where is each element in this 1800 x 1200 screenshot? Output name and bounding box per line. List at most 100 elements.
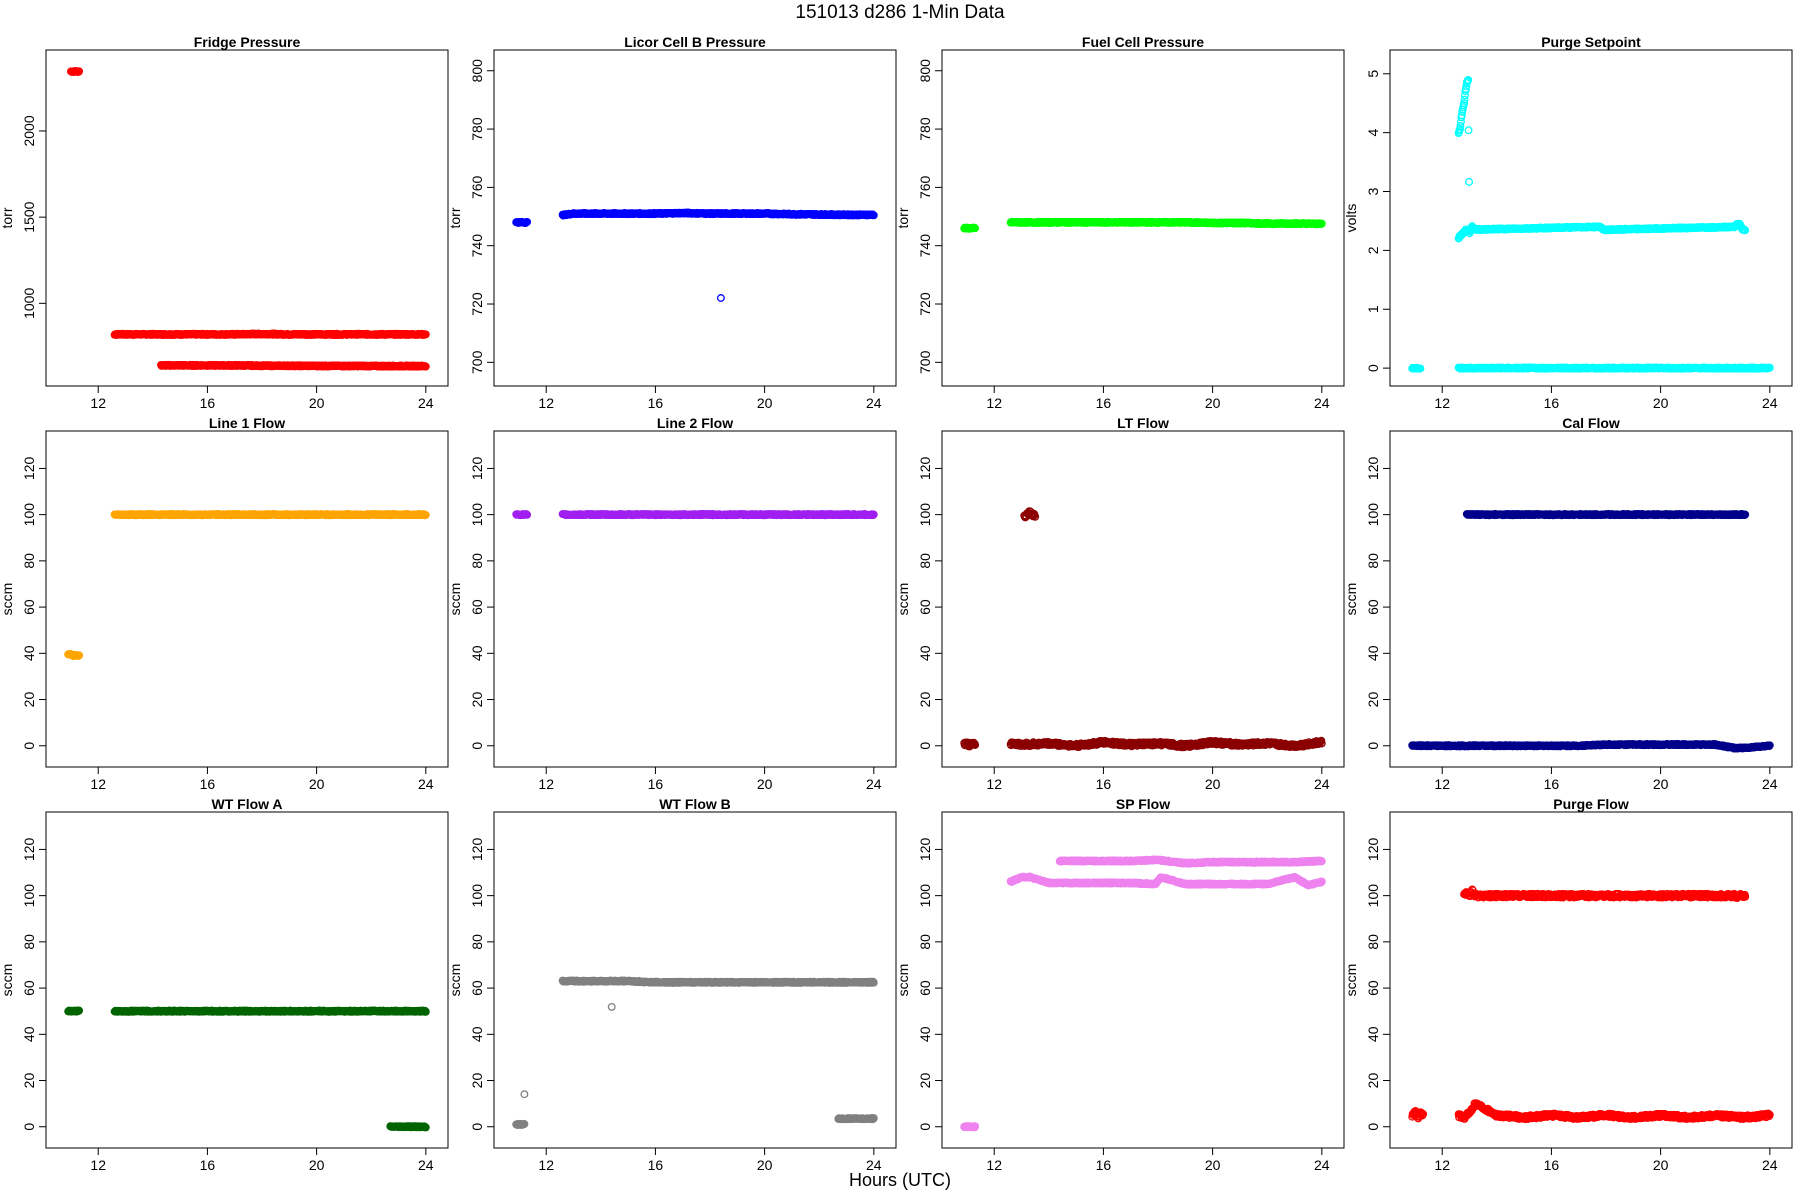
y-axis-label: sccm [0,583,15,616]
data-point [421,362,430,371]
plot-frame [493,430,897,768]
y-tick-label: 760 [469,175,485,199]
x-tick-label: 16 [1096,395,1112,411]
y-tick-label: 2000 [21,115,37,146]
panel-title: Fuel Cell Pressure [1082,34,1204,50]
y-axis-label: torr [447,207,463,228]
data-point [1464,126,1473,135]
y-tick-label: 20 [469,692,485,708]
y-tick-label: 1500 [21,201,37,232]
panel-title: Fridge Pressure [194,34,301,50]
x-tick-label: 16 [1544,395,1560,411]
series-0 [64,650,84,661]
y-tick-label: 100 [469,503,485,527]
x-tick-label: 20 [757,776,773,792]
x-tick-label: 12 [1434,395,1450,411]
series-1 [558,510,878,520]
data-point [716,294,725,302]
plot-frame [493,49,897,387]
data-point [75,67,84,76]
series-0 [960,223,980,233]
y-axis-label: torr [895,207,911,228]
x-tick-label: 24 [1314,395,1330,411]
y-tick-label: 80 [469,553,485,569]
y-tick-label: 60 [21,599,37,615]
y-tick-label: 120 [469,457,485,481]
plot-frame [45,49,449,387]
x-tick-label: 12 [986,395,1002,411]
x-tick-label: 24 [866,776,882,792]
y-tick-label: 120 [21,457,37,481]
x-tick-label: 16 [200,395,216,411]
series-2 [1454,75,1477,238]
y-tick-label: 4 [1365,129,1381,137]
data-point [1465,177,1474,186]
panel-0: Fridge Pressure torr 12 16 20 24 1000 1500 2000 [0,34,449,411]
series-1 [1006,217,1326,229]
y-tick-label: 700 [917,350,933,374]
y-tick-label: 2 [1365,246,1381,254]
y-tick-label: 0 [469,742,485,750]
y-tick-label: 20 [21,692,37,708]
x-tick-label: 12 [90,395,106,411]
y-tick-label: 100 [21,503,37,527]
series-1 [558,208,878,220]
x-tick-label: 20 [309,395,325,411]
data-point [523,217,532,226]
y-axis-label: volts [1343,204,1359,233]
panel-title: Purge Setpoint [1541,34,1641,50]
x-tick-label: 24 [866,395,882,411]
series-1 [110,510,430,520]
panel-title: Line 2 Flow [657,415,733,431]
x-tick-label: 24 [1762,395,1778,411]
y-axis-label: sccm [447,583,463,616]
x-tick-label: 12 [90,776,106,792]
series-0 [512,510,532,520]
series-0 [512,217,532,227]
series-0 [66,67,84,76]
y-tick-label: 700 [469,350,485,374]
series-2 [157,360,430,371]
series-2 [716,294,725,302]
y-axis-label: torr [0,207,15,228]
y-tick-label: 800 [917,59,933,83]
panel-title: Licor Cell B Pressure [624,34,766,50]
series-1 [110,329,430,339]
y-tick-label: 40 [469,645,485,661]
y-tick-label: 40 [21,645,37,661]
x-tick-label: 20 [1653,395,1669,411]
data-point [421,330,430,339]
x-tick-label: 24 [418,395,434,411]
y-tick-label: 60 [469,599,485,615]
panel-title: Line 1 Flow [209,415,285,431]
y-tick-label: 800 [469,59,485,83]
y-tick-label: 0 [21,742,37,750]
y-tick-label: 780 [469,117,485,141]
x-tick-label: 20 [757,395,773,411]
x-tick-label: 12 [538,395,554,411]
y-tick-label: 740 [469,234,485,258]
y-tick-label: 720 [469,292,485,316]
x-tick-label: 16 [200,776,216,792]
y-tick-label: 5 [1365,70,1381,78]
x-tick-label: 24 [418,776,434,792]
series-1 [1454,363,1774,373]
plot-frame [45,430,449,768]
y-tick-label: 1000 [21,288,37,319]
series-0 [1408,363,1425,373]
y-tick-label: 0 [1365,364,1381,372]
y-tick-label: 740 [917,234,933,258]
y-tick-label: 80 [21,553,37,569]
x-tick-label: 12 [538,776,554,792]
series-3 [1454,219,1750,243]
plot-frame [1389,49,1793,387]
y-tick-label: 720 [917,292,933,316]
figure-title: 151013 d286 1-Min Data [795,2,1005,23]
y-tick-label: 1 [1365,305,1381,313]
